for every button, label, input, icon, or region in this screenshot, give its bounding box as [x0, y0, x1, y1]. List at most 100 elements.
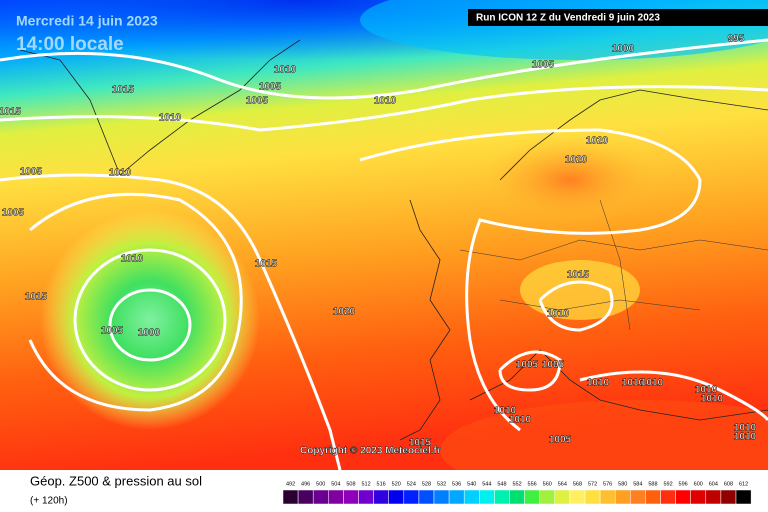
isobar [108, 288, 192, 362]
colorbar-label: 540 [467, 481, 476, 487]
forecast-date: Mercredi 14 juin 2023 [16, 13, 158, 29]
isobar-label: 1015 [25, 292, 48, 303]
colorbar-label: 572 [588, 481, 597, 487]
isobar-label: 1010 [695, 385, 718, 396]
colorbar-label: 564 [558, 481, 567, 487]
colorbar-label: 560 [543, 481, 552, 487]
colorbar-label: 576 [603, 481, 612, 487]
isobar-label: 1010 [494, 406, 517, 417]
isobar-label: 1010 [374, 96, 397, 107]
isobar [73, 248, 227, 392]
isobar [0, 173, 342, 471]
colorbar-swatch [735, 489, 752, 505]
colorbar-label: 504 [331, 481, 340, 487]
isobar-label: 1005 [532, 60, 555, 71]
isobar-label: 1005 [259, 82, 282, 93]
colorbar-swatch [645, 489, 661, 505]
colorbar-label: 500 [316, 481, 325, 487]
colorbar-swatch [509, 489, 525, 505]
colorbar-swatch [614, 489, 631, 505]
coastline [399, 199, 451, 441]
isobar-label: 1010 [734, 432, 757, 443]
copyright: Copyright © 2023 Meteociel.fr [300, 446, 441, 457]
isobar-label: 1005 [246, 96, 269, 107]
isobar-label: 1005 [549, 435, 572, 446]
colorbar-label: 520 [392, 481, 401, 487]
colorbar-label: 492 [286, 481, 295, 487]
colorbar-swatch [630, 489, 646, 505]
colorbar-swatch [705, 489, 722, 505]
colorbar-label: 496 [301, 481, 310, 487]
colorbar-label: 592 [663, 481, 672, 487]
isobar-label: 1010 [701, 394, 724, 405]
colorbar-label: 536 [452, 481, 461, 487]
isobar-label: 1005 [542, 360, 565, 371]
colorbar: 492 496 500 504 508 512 516 520 524 528 532 536 540 5… [282, 481, 752, 505]
forecast-time: 14:00 locale [16, 34, 124, 55]
isobar-label: 1015 [0, 107, 22, 118]
colorbar-swatch [358, 489, 374, 505]
shade [520, 260, 640, 320]
colorbar-label: 508 [346, 481, 355, 487]
isobar [498, 350, 562, 392]
isobar-label: 1005 [516, 360, 539, 371]
run-box [468, 9, 768, 26]
colorbar-swatch [524, 489, 540, 505]
colorbar-label: 596 [679, 481, 688, 487]
low-shade [40, 210, 260, 430]
isobar-label: 1010 [121, 254, 144, 265]
isobar-label: 1015 [255, 259, 278, 270]
isobar-label: 1020 [586, 136, 609, 147]
colorbar-swatch [328, 489, 344, 505]
isobar-label: 1000 [138, 328, 161, 339]
colorbar-label: 604 [709, 481, 718, 487]
colorbar-label: 552 [512, 481, 521, 487]
colorbar-swatch [554, 489, 571, 505]
colorbar-label: 600 [694, 481, 703, 487]
isobar-label: 1020 [565, 155, 588, 166]
run-info: Run ICON 12 Z du Vendredi 9 juin 2023 [476, 13, 660, 24]
colorbar-label: 556 [528, 481, 537, 487]
isobar-label: 1010 [274, 65, 297, 76]
colorbar-swatch [569, 489, 586, 505]
isobar-label: 1020 [333, 307, 356, 318]
isobar-label: 1015 [112, 85, 135, 96]
colorbar-label: 612 [739, 481, 748, 487]
colorbar-label: 524 [407, 481, 416, 487]
isobar-labels: 1010101510051005101510101010100510009951… [0, 33, 757, 449]
colorbar-label: 548 [497, 481, 506, 487]
colorbar-swatch [599, 489, 616, 505]
colorbar-swatch [479, 489, 495, 505]
isobar-label: 1005 [20, 167, 43, 178]
colorbar-swatch [463, 489, 480, 505]
coastline [499, 89, 768, 181]
colorbar-swatch [297, 489, 314, 505]
isobar-label: 1010 [622, 378, 645, 389]
isobar-label: 1015 [567, 270, 590, 281]
isobar-label: 995 [728, 34, 745, 45]
isobar [0, 85, 768, 132]
colorbar-swatch [494, 489, 510, 505]
colorbar-label: 544 [482, 481, 491, 487]
colorbar-swatch [403, 489, 420, 505]
colorbar-swatch [448, 489, 465, 505]
isobar [538, 280, 614, 332]
isobar-label: 1010 [547, 309, 570, 320]
coastline [19, 39, 301, 176]
colorbar-swatch [720, 489, 737, 505]
isobar [0, 38, 768, 100]
isobar [359, 128, 702, 432]
colorbar-label: 584 [633, 481, 642, 487]
colorbar-swatch [539, 489, 556, 505]
border [459, 199, 768, 331]
colorbar-swatch [282, 489, 299, 505]
colorbar-label: 516 [377, 481, 386, 487]
isobar-label: 1015 [409, 438, 432, 449]
isobar-label: 1000 [612, 44, 635, 55]
colorbar-swatch [312, 489, 329, 505]
isobar [28, 192, 243, 412]
isobar-label: 1005 [101, 326, 124, 337]
coastline [469, 349, 768, 421]
